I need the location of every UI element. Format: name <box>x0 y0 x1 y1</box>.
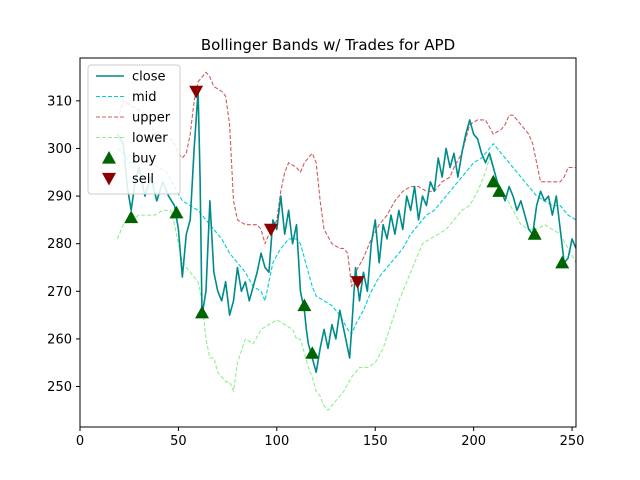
buy-marker-1 <box>169 205 184 219</box>
legend-label-close: close <box>132 70 165 85</box>
buy-marker-5 <box>486 174 501 188</box>
buy-marker-4 <box>305 346 320 359</box>
buy-marker-7 <box>527 227 542 240</box>
series-lower-line <box>116 157 576 411</box>
buy-marker-8 <box>555 255 570 269</box>
sell-marker-2 <box>350 276 365 289</box>
legend-swatch-sell <box>102 172 116 186</box>
x-tick-label: 200 <box>461 434 486 449</box>
buy-marker-3 <box>297 298 312 312</box>
legend-label-upper: upper <box>132 111 171 126</box>
sell-marker-1 <box>263 223 278 237</box>
x-tick-label: 100 <box>264 434 289 449</box>
chart-title: Bollinger Bands w/ Trades for APD <box>201 36 455 54</box>
legend-label-lower: lower <box>132 131 168 146</box>
y-tick-label: 280 <box>47 237 72 252</box>
buy-marker-0 <box>124 210 139 224</box>
x-tick-label: 250 <box>560 434 585 449</box>
y-tick-label: 310 <box>47 94 72 109</box>
legend: close mid upper lower buy sell <box>87 64 181 195</box>
y-tick-label: 250 <box>47 380 72 395</box>
marker-layer <box>124 85 570 359</box>
legend-swatch-buy <box>102 151 116 164</box>
series-mid-line <box>117 143 576 335</box>
buy-marker-2 <box>195 305 210 319</box>
x-axis: 0 50 100 150 200 250 <box>76 427 585 449</box>
legend-label-mid: mid <box>132 90 157 105</box>
x-tick-label: 0 <box>76 434 84 449</box>
x-tick-label: 50 <box>170 434 187 449</box>
legend-label-sell: sell <box>132 172 154 187</box>
plot-border <box>79 57 577 428</box>
buy-marker-6 <box>492 184 507 197</box>
legend-label-buy: buy <box>132 152 156 167</box>
y-tick-label: 290 <box>47 190 72 205</box>
y-axis: 250 260 270 280 290 300 310 <box>47 94 80 395</box>
y-tick-label: 300 <box>47 142 72 157</box>
sell-marker-0 <box>189 85 204 99</box>
y-tick-label: 270 <box>47 285 72 300</box>
x-tick-label: 150 <box>363 434 388 449</box>
y-tick-label: 260 <box>47 332 72 347</box>
